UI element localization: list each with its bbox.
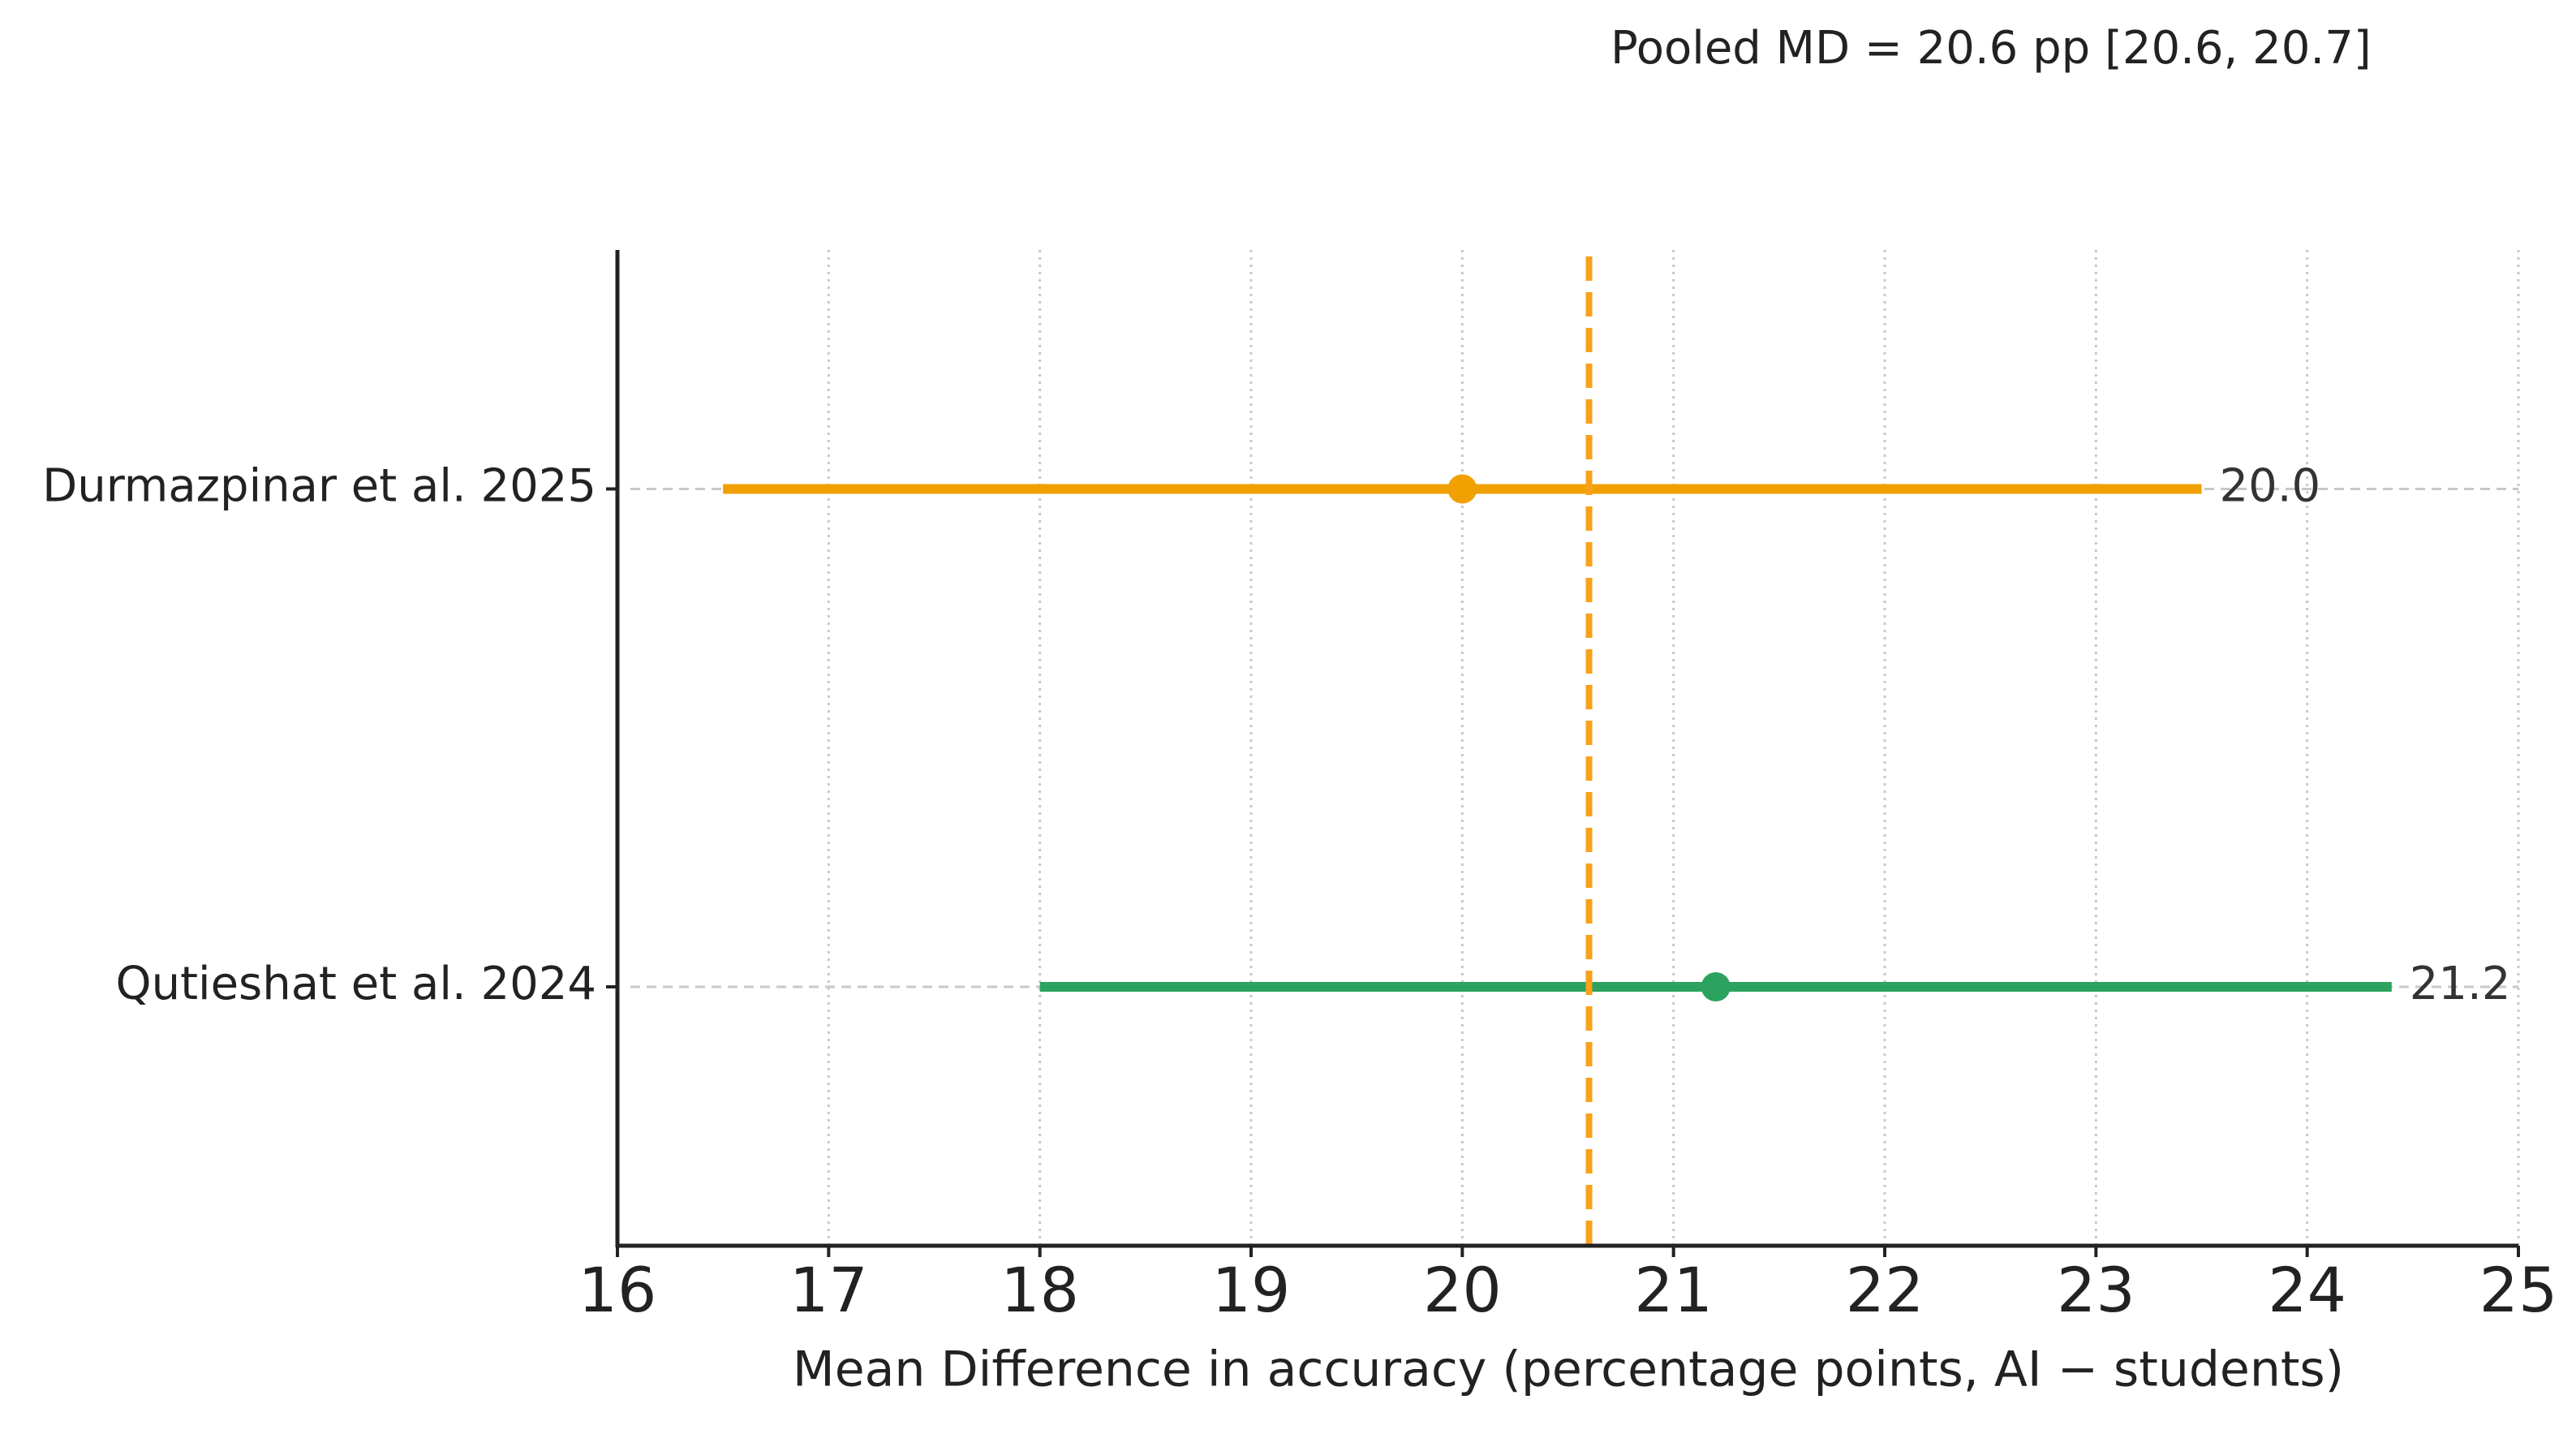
x-axis-label: Mean Difference in accuracy (percentage …	[793, 1341, 2344, 1398]
value-label: 20.0	[2220, 460, 2321, 513]
x-tick-label: 20	[1423, 1254, 1502, 1326]
x-tick-label: 25	[2479, 1254, 2558, 1326]
x-tick-label: 22	[1846, 1254, 1924, 1326]
annotation: Pooled MD = 20.6 pp [20.6, 20.7]	[1611, 22, 2372, 75]
x-tick-label: 24	[2268, 1254, 2346, 1326]
y-tick-label: Durmazpinar et al. 2025	[42, 460, 596, 513]
x-tick-label: 18	[1000, 1254, 1079, 1326]
value-label: 21.2	[2410, 958, 2511, 1010]
point-estimate	[1447, 474, 1477, 504]
x-tick-label: 16	[578, 1254, 657, 1326]
x-tick-label: 17	[789, 1254, 868, 1326]
x-tick-label: 19	[1212, 1254, 1291, 1326]
x-tick-label: 23	[2057, 1254, 2135, 1326]
point-estimate	[1701, 971, 1731, 1001]
x-tick-label: 21	[1634, 1254, 1713, 1326]
y-tick-label: Qutieshat et al. 2024	[116, 958, 596, 1010]
